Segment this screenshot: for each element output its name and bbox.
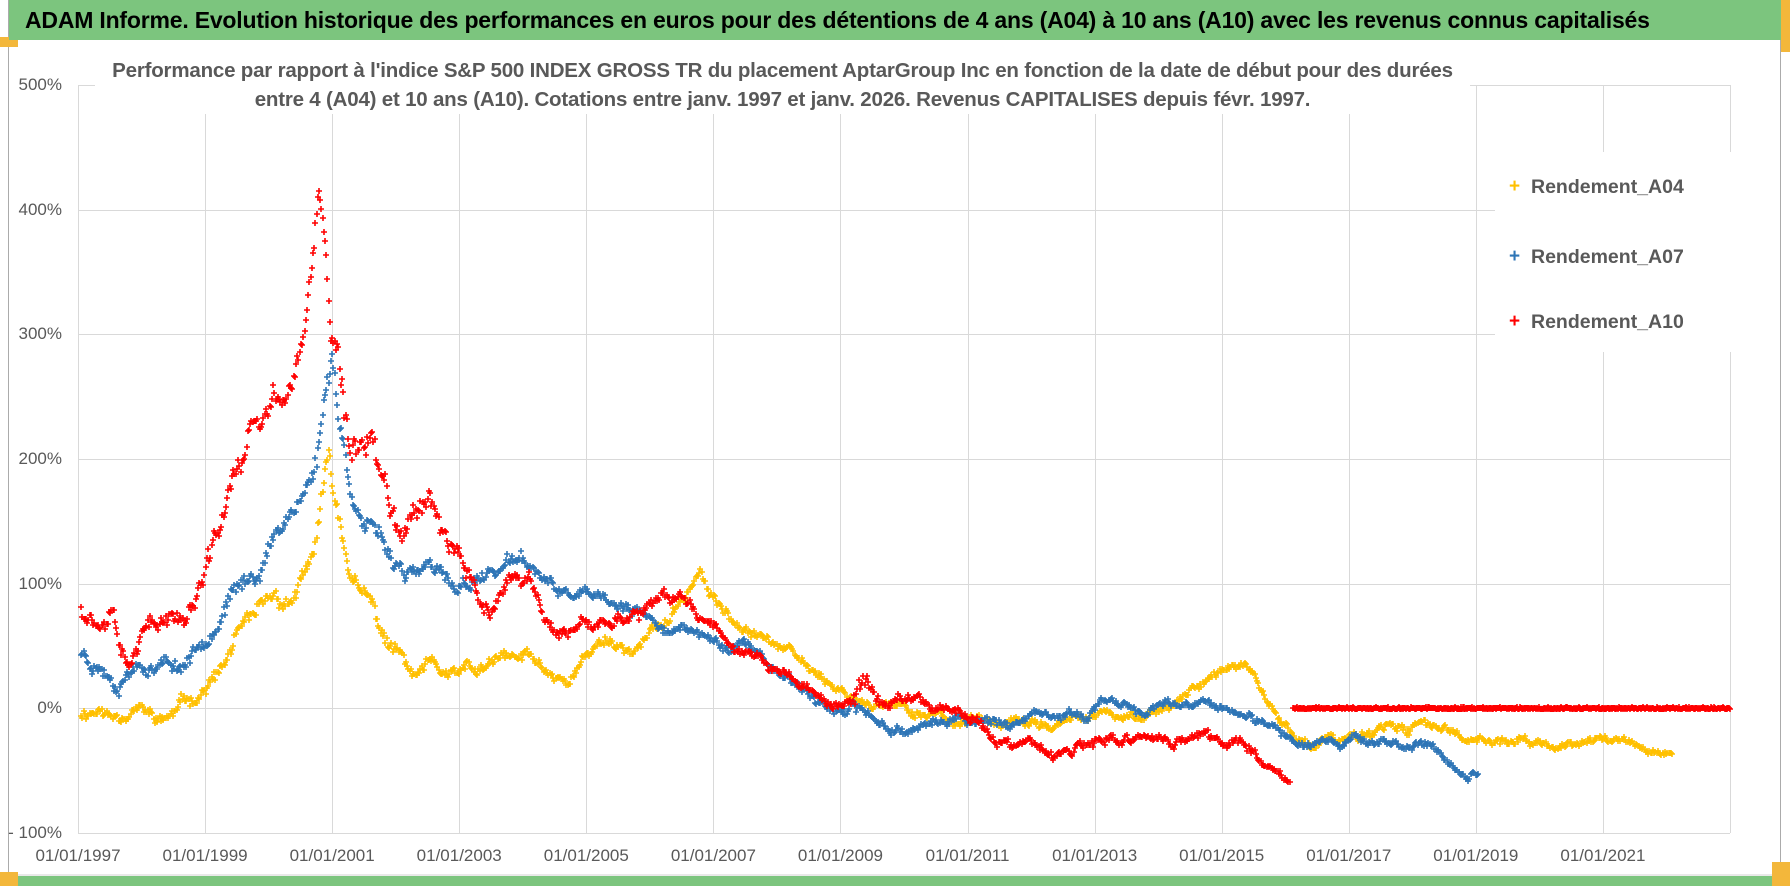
chart-title-line1: Performance par rapport à l'indice S&P 5… [112, 59, 1453, 82]
bottom-green-bar [16, 876, 1774, 886]
x-axis-label: 01/01/2013 [1052, 846, 1138, 865]
header-title: ADAM Informe. Evolution historique des p… [25, 7, 1650, 33]
x-axis-label: 01/01/1999 [162, 846, 248, 865]
plus-marker-icon: + [1509, 176, 1521, 197]
bottom-left-yellow-accent [0, 872, 18, 886]
y-axis-label: 400% [18, 199, 62, 219]
x-axis-label: 01/01/2019 [1433, 846, 1519, 865]
y-axis-label: 300% [18, 324, 62, 344]
legend-item-rendement-a07[interactable]: + Rendement_A07 [1509, 244, 1684, 270]
header-bar: ADAM Informe. Evolution historique des p… [9, 0, 1781, 40]
legend-label: Rendement_A10 [1531, 310, 1684, 333]
series-rendement_a10 [78, 188, 1733, 785]
plus-marker-icon: + [1509, 246, 1521, 267]
y-axis-label: 500% [18, 75, 62, 94]
series-rendement_a07 [78, 351, 1481, 784]
x-axis-label: 01/01/2015 [1179, 846, 1265, 865]
top-left-yellow-accent [0, 37, 18, 47]
bottom-right-yellow-accent [1772, 862, 1790, 886]
x-axis-label: 01/01/2021 [1560, 846, 1646, 865]
x-axis-label: 01/01/2003 [416, 846, 502, 865]
y-axis-label: 200% [18, 449, 62, 468]
x-axis-label: 01/01/2001 [289, 846, 375, 865]
x-axis-label: 01/01/1997 [35, 846, 121, 865]
right-window-border [1780, 0, 1781, 886]
legend-label: Rendement_A04 [1531, 175, 1684, 198]
x-axis-label: 01/01/2005 [543, 846, 629, 865]
x-axis-label: 01/01/2011 [925, 846, 1010, 865]
left-window-border [8, 0, 9, 886]
x-axis-label: 01/01/2007 [670, 846, 756, 865]
chart-title: Performance par rapport à l'indice S&P 5… [95, 56, 1470, 114]
chart-title-line2: entre 4 (A04) et 10 ans (A10). Cotations… [254, 88, 1311, 111]
legend-item-rendement-a04[interactable]: + Rendement_A04 [1509, 174, 1684, 200]
y-axis-label: 100% [18, 573, 62, 593]
x-axis-label: 01/01/2017 [1306, 846, 1392, 865]
legend-item-rendement-a10[interactable]: + Rendement_A10 [1509, 309, 1684, 335]
top-right-yellow-accent [1781, 0, 1790, 52]
y-axis-label: - 100% [8, 823, 62, 842]
x-axis-label: 01/01/2009 [797, 846, 883, 865]
plus-marker-icon: + [1509, 311, 1521, 332]
legend: + Rendement_A04 + Rendement_A07 + Rendem… [1495, 152, 1753, 352]
y-axis-label: 0% [37, 698, 62, 718]
legend-label: Rendement_A07 [1531, 245, 1684, 268]
